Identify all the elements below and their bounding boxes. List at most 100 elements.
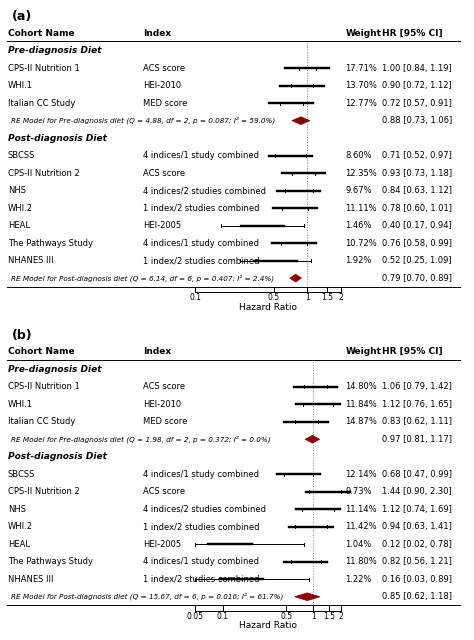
Bar [283,421,329,422]
Text: Hazard Ratio: Hazard Ratio [239,621,297,630]
Text: 4 indices/1 study combined: 4 indices/1 study combined [143,557,259,566]
Text: 0.68 [0.47, 0.99]: 0.68 [0.47, 0.99] [382,470,452,479]
Text: (b): (b) [11,329,32,342]
Text: 11.84%: 11.84% [345,400,377,409]
Text: CPS-II Nutrition 2: CPS-II Nutrition 2 [8,169,80,178]
Text: HEAL: HEAL [8,221,30,230]
Text: Pre-diagnosis Diet: Pre-diagnosis Diet [8,365,101,374]
Text: 0.40 [0.17, 0.94]: 0.40 [0.17, 0.94] [382,221,451,230]
Text: 1.04%: 1.04% [345,540,372,548]
Text: NHANES III: NHANES III [8,575,54,584]
Text: 1.22%: 1.22% [345,575,372,584]
Text: The Pathways Study: The Pathways Study [8,239,93,248]
Text: NHS: NHS [8,505,26,514]
Bar [281,172,326,174]
Bar [293,386,338,388]
Text: 11.80%: 11.80% [345,557,377,566]
Polygon shape [305,435,319,443]
Text: 2: 2 [338,612,343,621]
Text: 4 indices/1 study combined: 4 indices/1 study combined [143,239,259,248]
Text: 1.00 [0.84, 1.19]: 1.00 [0.84, 1.19] [382,64,451,73]
Text: CPS-II Nutrition 1: CPS-II Nutrition 1 [8,382,80,391]
Text: 0.79 [0.70, 0.89]: 0.79 [0.70, 0.89] [382,274,452,283]
Bar [305,491,350,493]
Text: Cohort Name: Cohort Name [8,29,74,38]
Text: NHS: NHS [8,186,26,195]
Text: 0.71 [0.52, 0.97]: 0.71 [0.52, 0.97] [382,151,452,160]
Text: MED score: MED score [143,417,188,426]
Text: Italian CC Study: Italian CC Study [8,417,75,426]
Text: ACS score: ACS score [143,487,185,496]
Text: 0.83 [0.62, 1.11]: 0.83 [0.62, 1.11] [382,417,452,426]
Text: 0.1: 0.1 [217,612,229,621]
Text: CPS-II Nutrition 1: CPS-II Nutrition 1 [8,64,80,73]
Text: 0.52 [0.25, 1.09]: 0.52 [0.25, 1.09] [382,256,451,265]
Text: 0.1: 0.1 [190,293,201,302]
Text: ACS score: ACS score [143,64,185,73]
Text: 1.5: 1.5 [321,293,333,302]
Text: WHI.2: WHI.2 [8,522,33,531]
Text: 12.14%: 12.14% [345,470,377,479]
Bar [295,508,341,510]
Text: 12.77%: 12.77% [345,99,377,108]
Text: 1 index/2 studies combined: 1 index/2 studies combined [143,204,260,212]
Text: 13.70%: 13.70% [345,81,377,90]
Text: 0.76 [0.58, 0.99]: 0.76 [0.58, 0.99] [382,239,452,248]
Text: 11.42%: 11.42% [345,522,377,531]
Text: 0.12 [0.02, 0.78]: 0.12 [0.02, 0.78] [382,540,452,548]
Text: (a): (a) [11,10,32,24]
Text: 0.84 [0.63, 1.12]: 0.84 [0.63, 1.12] [382,186,452,195]
Bar [284,67,330,69]
Text: 14.80%: 14.80% [345,382,377,391]
Text: HEI-2005: HEI-2005 [143,540,182,548]
Text: The Pathways Study: The Pathways Study [8,557,93,566]
Text: HEI-2005: HEI-2005 [143,221,182,230]
Text: WHI.2: WHI.2 [8,204,33,212]
Text: Index: Index [143,29,171,38]
Bar [268,155,313,157]
Bar [240,225,285,227]
Text: 0.82 [0.56, 1.21]: 0.82 [0.56, 1.21] [382,557,452,566]
Text: Pre-diagnosis Diet: Pre-diagnosis Diet [8,46,101,55]
Bar [273,207,318,209]
Bar [288,526,334,527]
Bar [283,561,328,563]
Text: 0.85 [0.62, 1.18]: 0.85 [0.62, 1.18] [382,592,452,601]
Polygon shape [292,117,310,125]
Text: ACS score: ACS score [143,382,185,391]
Text: ACS score: ACS score [143,169,185,178]
Text: RE Model for Post-diagnosis diet (Q = 6.14, df = 6, p = 0.407; I² = 2.4%): RE Model for Post-diagnosis diet (Q = 6.… [11,275,274,282]
Bar [295,403,341,405]
Text: HEI-2010: HEI-2010 [143,400,182,409]
Text: HEAL: HEAL [8,540,30,548]
Bar [275,474,321,475]
Bar [219,579,264,580]
Text: WHI.1: WHI.1 [8,81,33,90]
Text: 0.72 [0.57, 0.91]: 0.72 [0.57, 0.91] [382,99,452,108]
Text: 0.5: 0.5 [280,612,292,621]
Text: CPS-II Nutrition 2: CPS-II Nutrition 2 [8,487,80,496]
Text: WHI.1: WHI.1 [8,400,33,409]
Text: 17.71%: 17.71% [345,64,377,73]
Text: 1.12 [0.76, 1.65]: 1.12 [0.76, 1.65] [382,400,452,409]
Text: 1.06 [0.79, 1.42]: 1.06 [0.79, 1.42] [382,382,452,391]
Text: 11.11%: 11.11% [345,204,377,212]
Text: 1.46%: 1.46% [345,221,372,230]
Text: 0.97 [0.81, 1.17]: 0.97 [0.81, 1.17] [382,435,452,444]
Text: RE Model for Pre-diagnosis diet (Q = 4.88, df = 2, p = 0.087; I² = 59.0%): RE Model for Pre-diagnosis diet (Q = 4.8… [11,117,276,124]
Text: 1 index/2 studies combined: 1 index/2 studies combined [143,575,260,584]
Text: 4 indices/1 study combined: 4 indices/1 study combined [143,470,259,479]
Bar [271,243,317,244]
Text: 1: 1 [305,293,310,302]
Bar [279,85,325,86]
Text: 1.12 [0.74, 1.69]: 1.12 [0.74, 1.69] [382,505,452,514]
Text: 11.14%: 11.14% [345,505,377,514]
Text: 8.60%: 8.60% [345,151,372,160]
Text: 1 index/2 studies combined: 1 index/2 studies combined [143,256,260,265]
Text: MED score: MED score [143,99,188,108]
Text: 1.5: 1.5 [323,612,336,621]
Text: HR [95% CI]: HR [95% CI] [382,29,442,38]
Text: 0.16 [0.03, 0.89]: 0.16 [0.03, 0.89] [382,575,452,584]
Text: 10.72%: 10.72% [345,239,377,248]
Text: 14.87%: 14.87% [345,417,377,426]
